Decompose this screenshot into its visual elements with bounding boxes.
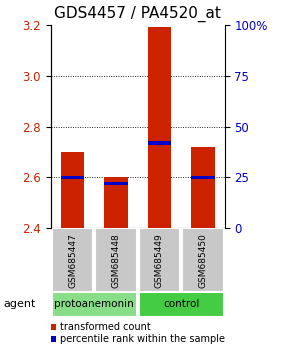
Text: protoanemonin: protoanemonin <box>55 299 134 309</box>
Bar <box>61 176 84 179</box>
Bar <box>148 27 171 228</box>
Bar <box>191 176 215 179</box>
Bar <box>95 228 137 292</box>
Text: GSM685447: GSM685447 <box>68 233 77 287</box>
Bar <box>61 152 84 228</box>
Text: percentile rank within the sample: percentile rank within the sample <box>60 334 225 344</box>
Bar <box>182 228 224 292</box>
Text: GSM685449: GSM685449 <box>155 233 164 287</box>
Bar <box>139 228 180 292</box>
Text: GSM685450: GSM685450 <box>198 233 208 288</box>
Bar <box>148 142 171 145</box>
Bar <box>139 292 224 317</box>
Bar <box>104 177 128 228</box>
Title: GDS4457 / PA4520_at: GDS4457 / PA4520_at <box>54 6 221 22</box>
Text: transformed count: transformed count <box>60 322 151 332</box>
Bar <box>52 292 137 317</box>
Bar <box>104 182 128 185</box>
Text: GSM685448: GSM685448 <box>111 233 121 287</box>
Text: agent: agent <box>3 299 35 309</box>
Text: control: control <box>163 299 200 309</box>
Bar <box>191 147 215 228</box>
Bar <box>52 228 93 292</box>
